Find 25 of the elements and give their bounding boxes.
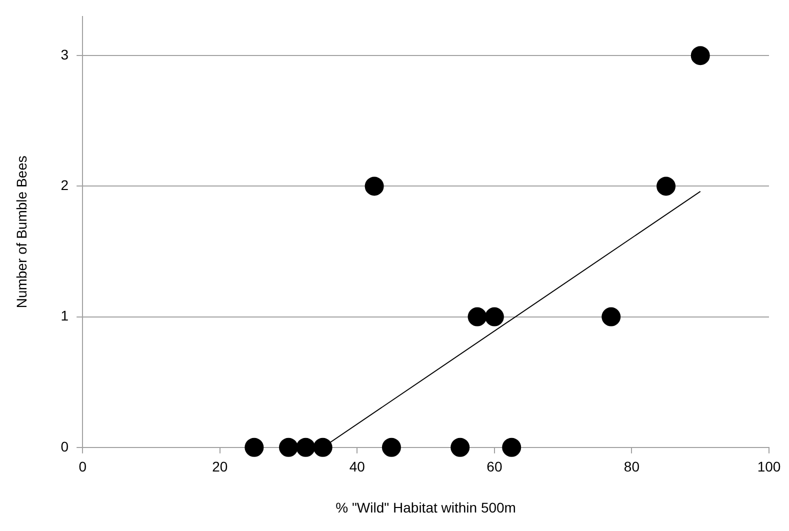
point [690,46,710,66]
point [502,438,522,457]
point [468,307,487,326]
point [484,307,504,326]
x-tick-label: 40 [349,458,366,475]
x-tick-label: 100 [757,458,781,475]
point [382,438,401,457]
point [450,438,470,457]
point [364,176,384,196]
point [244,438,264,457]
y-tick-label: 1 [60,308,69,324]
x-tick-label: 0 [78,458,87,475]
point [313,438,332,457]
y-axis-title: Number of Bumble Bees [13,156,30,308]
x-axis-title: % "Wild" Habitat within 500m [336,499,516,516]
point [279,438,298,457]
x-tick-label: 60 [486,458,502,475]
x-tick-label: 80 [624,458,640,475]
point [656,176,676,196]
y-tick-label: 2 [60,177,69,194]
point [602,307,621,326]
x-tick-label: 20 [212,458,228,475]
y-tick-label: 0 [60,438,69,454]
point [296,438,316,457]
y-tick-label: 3 [60,46,69,62]
